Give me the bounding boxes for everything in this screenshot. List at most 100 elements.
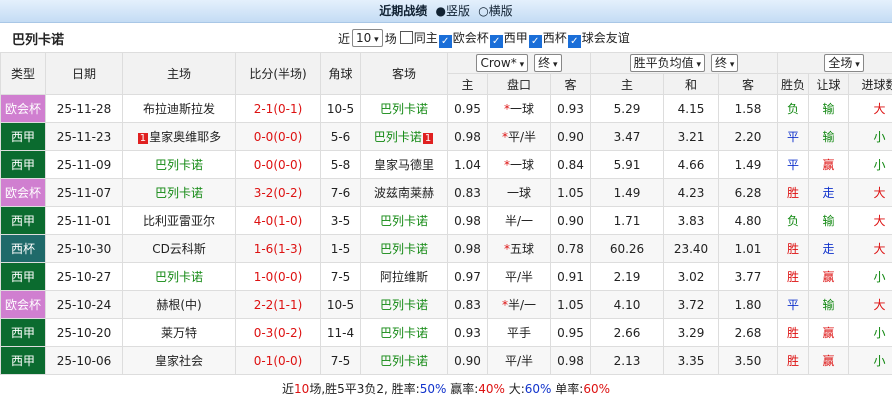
value: 西甲	[11, 270, 35, 284]
value: 西甲	[11, 214, 35, 228]
radio-label: 横版	[489, 4, 513, 18]
value: 2-1(0-1)	[254, 102, 303, 116]
cell: 1-0(0-0)	[236, 263, 321, 291]
checkbox-filter[interactable]: ✓球会友谊	[567, 31, 630, 45]
cell: 负	[778, 95, 809, 123]
cell: 1.05	[551, 179, 591, 207]
value: 25-10-30	[57, 242, 111, 256]
home-team: 皇家社会	[155, 354, 203, 368]
team-name: 巴列卡诺	[12, 29, 64, 48]
cell: 平	[778, 151, 809, 179]
cell: 输	[809, 291, 849, 319]
value: 欧会杯	[5, 298, 41, 312]
select-cell: 胜平负均值终	[591, 53, 778, 74]
select-cell: Crow* 终	[448, 53, 591, 74]
cell: 0.78	[551, 235, 591, 263]
value: 西甲	[11, 130, 35, 144]
cell: 3-5	[321, 207, 361, 235]
cell: 半/一	[488, 207, 551, 235]
value: 5-6	[331, 130, 351, 144]
cell: 3.83	[664, 207, 719, 235]
value: 2-2(1-1)	[254, 298, 303, 312]
select[interactable]: 终	[711, 54, 738, 72]
value: 1.05	[557, 298, 584, 312]
value: 25-10-20	[57, 326, 111, 340]
cell: 3.29	[664, 319, 719, 347]
label: 场	[385, 30, 397, 47]
cell: 4.66	[664, 151, 719, 179]
cell: 0.93	[551, 95, 591, 123]
value: 走	[823, 186, 835, 200]
value: 小	[874, 326, 886, 340]
cell: 西甲	[1, 151, 46, 179]
checkbox[interactable]: ✓	[568, 35, 581, 48]
value: 1.49	[614, 186, 641, 200]
cell: 0.90	[551, 207, 591, 235]
cell: 3.35	[664, 347, 719, 375]
cell: 欧会杯	[1, 291, 46, 319]
radio-option[interactable]: ●竖版	[436, 4, 471, 18]
checkbox[interactable]: ✓	[529, 35, 542, 48]
cell: 1.58	[719, 95, 778, 123]
cell: 0-1(0-0)	[236, 347, 321, 375]
value: 胜	[787, 354, 799, 368]
checkbox[interactable]	[400, 31, 413, 44]
value: 0-0(0-0)	[254, 130, 303, 144]
home-team: CD云科斯	[152, 242, 206, 256]
cell: 赢	[809, 151, 849, 179]
value: 25-11-23	[57, 130, 111, 144]
cell: 大	[849, 95, 892, 123]
cell: 2.68	[719, 319, 778, 347]
select[interactable]: 胜平负均值	[630, 54, 705, 72]
column-header: 胜负	[778, 74, 809, 95]
cell: 1.04	[448, 151, 488, 179]
cell: 皇家社会	[123, 347, 236, 375]
value: 0.93	[454, 326, 481, 340]
cell: 1.49	[719, 151, 778, 179]
cell: 2.66	[591, 319, 664, 347]
column-header: 进球数	[849, 74, 892, 95]
count-select[interactable]: 10	[352, 29, 383, 47]
cell: 巴列卡诺	[123, 263, 236, 291]
cell: 波兹南莱赫	[361, 179, 448, 207]
checkbox-filter[interactable]: ✓西杯	[528, 31, 567, 45]
checkbox[interactable]: ✓	[490, 35, 503, 48]
value: 小	[874, 270, 886, 284]
value: 1.04	[454, 158, 481, 172]
column-header: 和	[664, 74, 719, 95]
value: 输	[823, 130, 835, 144]
value: 0.83	[454, 186, 481, 200]
value: 25-10-06	[57, 354, 111, 368]
value: 3.77	[735, 270, 762, 284]
value: 3.35	[678, 354, 705, 368]
cell: 西甲	[1, 347, 46, 375]
summary-part: 60%	[525, 382, 552, 396]
checkbox-label: 同主	[414, 31, 438, 45]
value: 胜	[787, 326, 799, 340]
cell: 3.02	[664, 263, 719, 291]
checkbox-filter[interactable]: ✓欧会杯	[438, 31, 489, 45]
select[interactable]: 全场	[824, 54, 863, 72]
column-header: 让球	[809, 74, 849, 95]
cell: 小	[849, 319, 892, 347]
value: 大	[874, 298, 886, 312]
value: 平/半	[505, 270, 533, 284]
column-header: 日期	[46, 53, 123, 95]
away-team: 巴列卡诺	[380, 214, 428, 228]
radio-option[interactable]: ○横版	[478, 4, 513, 18]
cell: 23.40	[664, 235, 719, 263]
value: 25-10-24	[57, 298, 111, 312]
cell: *五球	[488, 235, 551, 263]
cell: 输	[809, 207, 849, 235]
checkbox-filter[interactable]: 同主	[399, 31, 438, 45]
column-header: 类型	[1, 53, 46, 95]
select[interactable]: 终	[534, 54, 561, 72]
select[interactable]: Crow*	[476, 54, 528, 72]
cell: 0.98	[448, 123, 488, 151]
checkbox-filter[interactable]: ✓西甲	[489, 31, 528, 45]
summary-part: 大:	[505, 382, 525, 396]
cell: 5-6	[321, 123, 361, 151]
checkbox[interactable]: ✓	[439, 35, 452, 48]
